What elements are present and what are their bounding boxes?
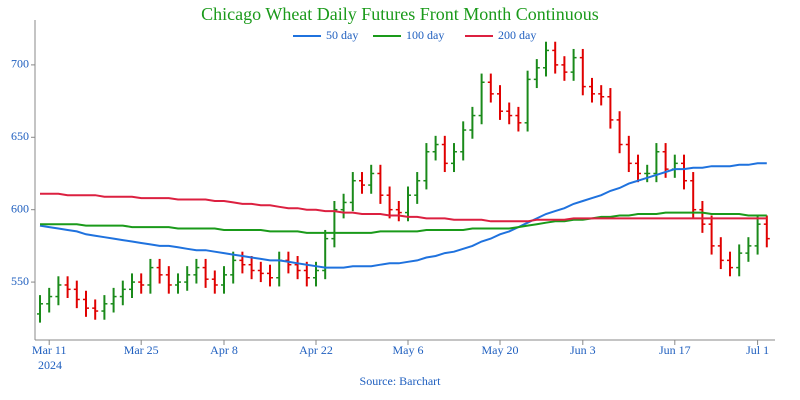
y-tick-label: 600 — [11, 201, 29, 215]
moving-average-line — [40, 192, 767, 223]
y-tick-label: 650 — [11, 129, 29, 143]
moving-average-line — [40, 211, 767, 234]
moving-average-line — [39, 162, 767, 269]
x-tick-label: Jun 17 — [659, 343, 691, 357]
x-tick-label: Apr 22 — [299, 343, 333, 357]
x-tick-label: May 20 — [482, 343, 519, 357]
x-year-label: 2024 — [38, 358, 62, 372]
x-tick-label: Apr 8 — [210, 343, 238, 357]
y-tick-label: 550 — [11, 274, 29, 288]
x-tick-label: Jun 3 — [570, 343, 596, 357]
x-tick-label: May 6 — [393, 343, 424, 357]
source: Source: Barchart — [360, 374, 442, 388]
legend-label: 50 day — [326, 28, 358, 42]
x-tick-label: Mar 25 — [124, 343, 159, 357]
x-tick-label: Mar 11 — [32, 343, 67, 357]
x-tick-label: Jul 1 — [746, 343, 769, 357]
legend-label: 100 day — [406, 28, 444, 42]
chart-title: Chicago Wheat Daily Futures Front Month … — [201, 4, 599, 24]
legend-label: 200 day — [498, 28, 536, 42]
y-tick-label: 700 — [11, 57, 29, 71]
